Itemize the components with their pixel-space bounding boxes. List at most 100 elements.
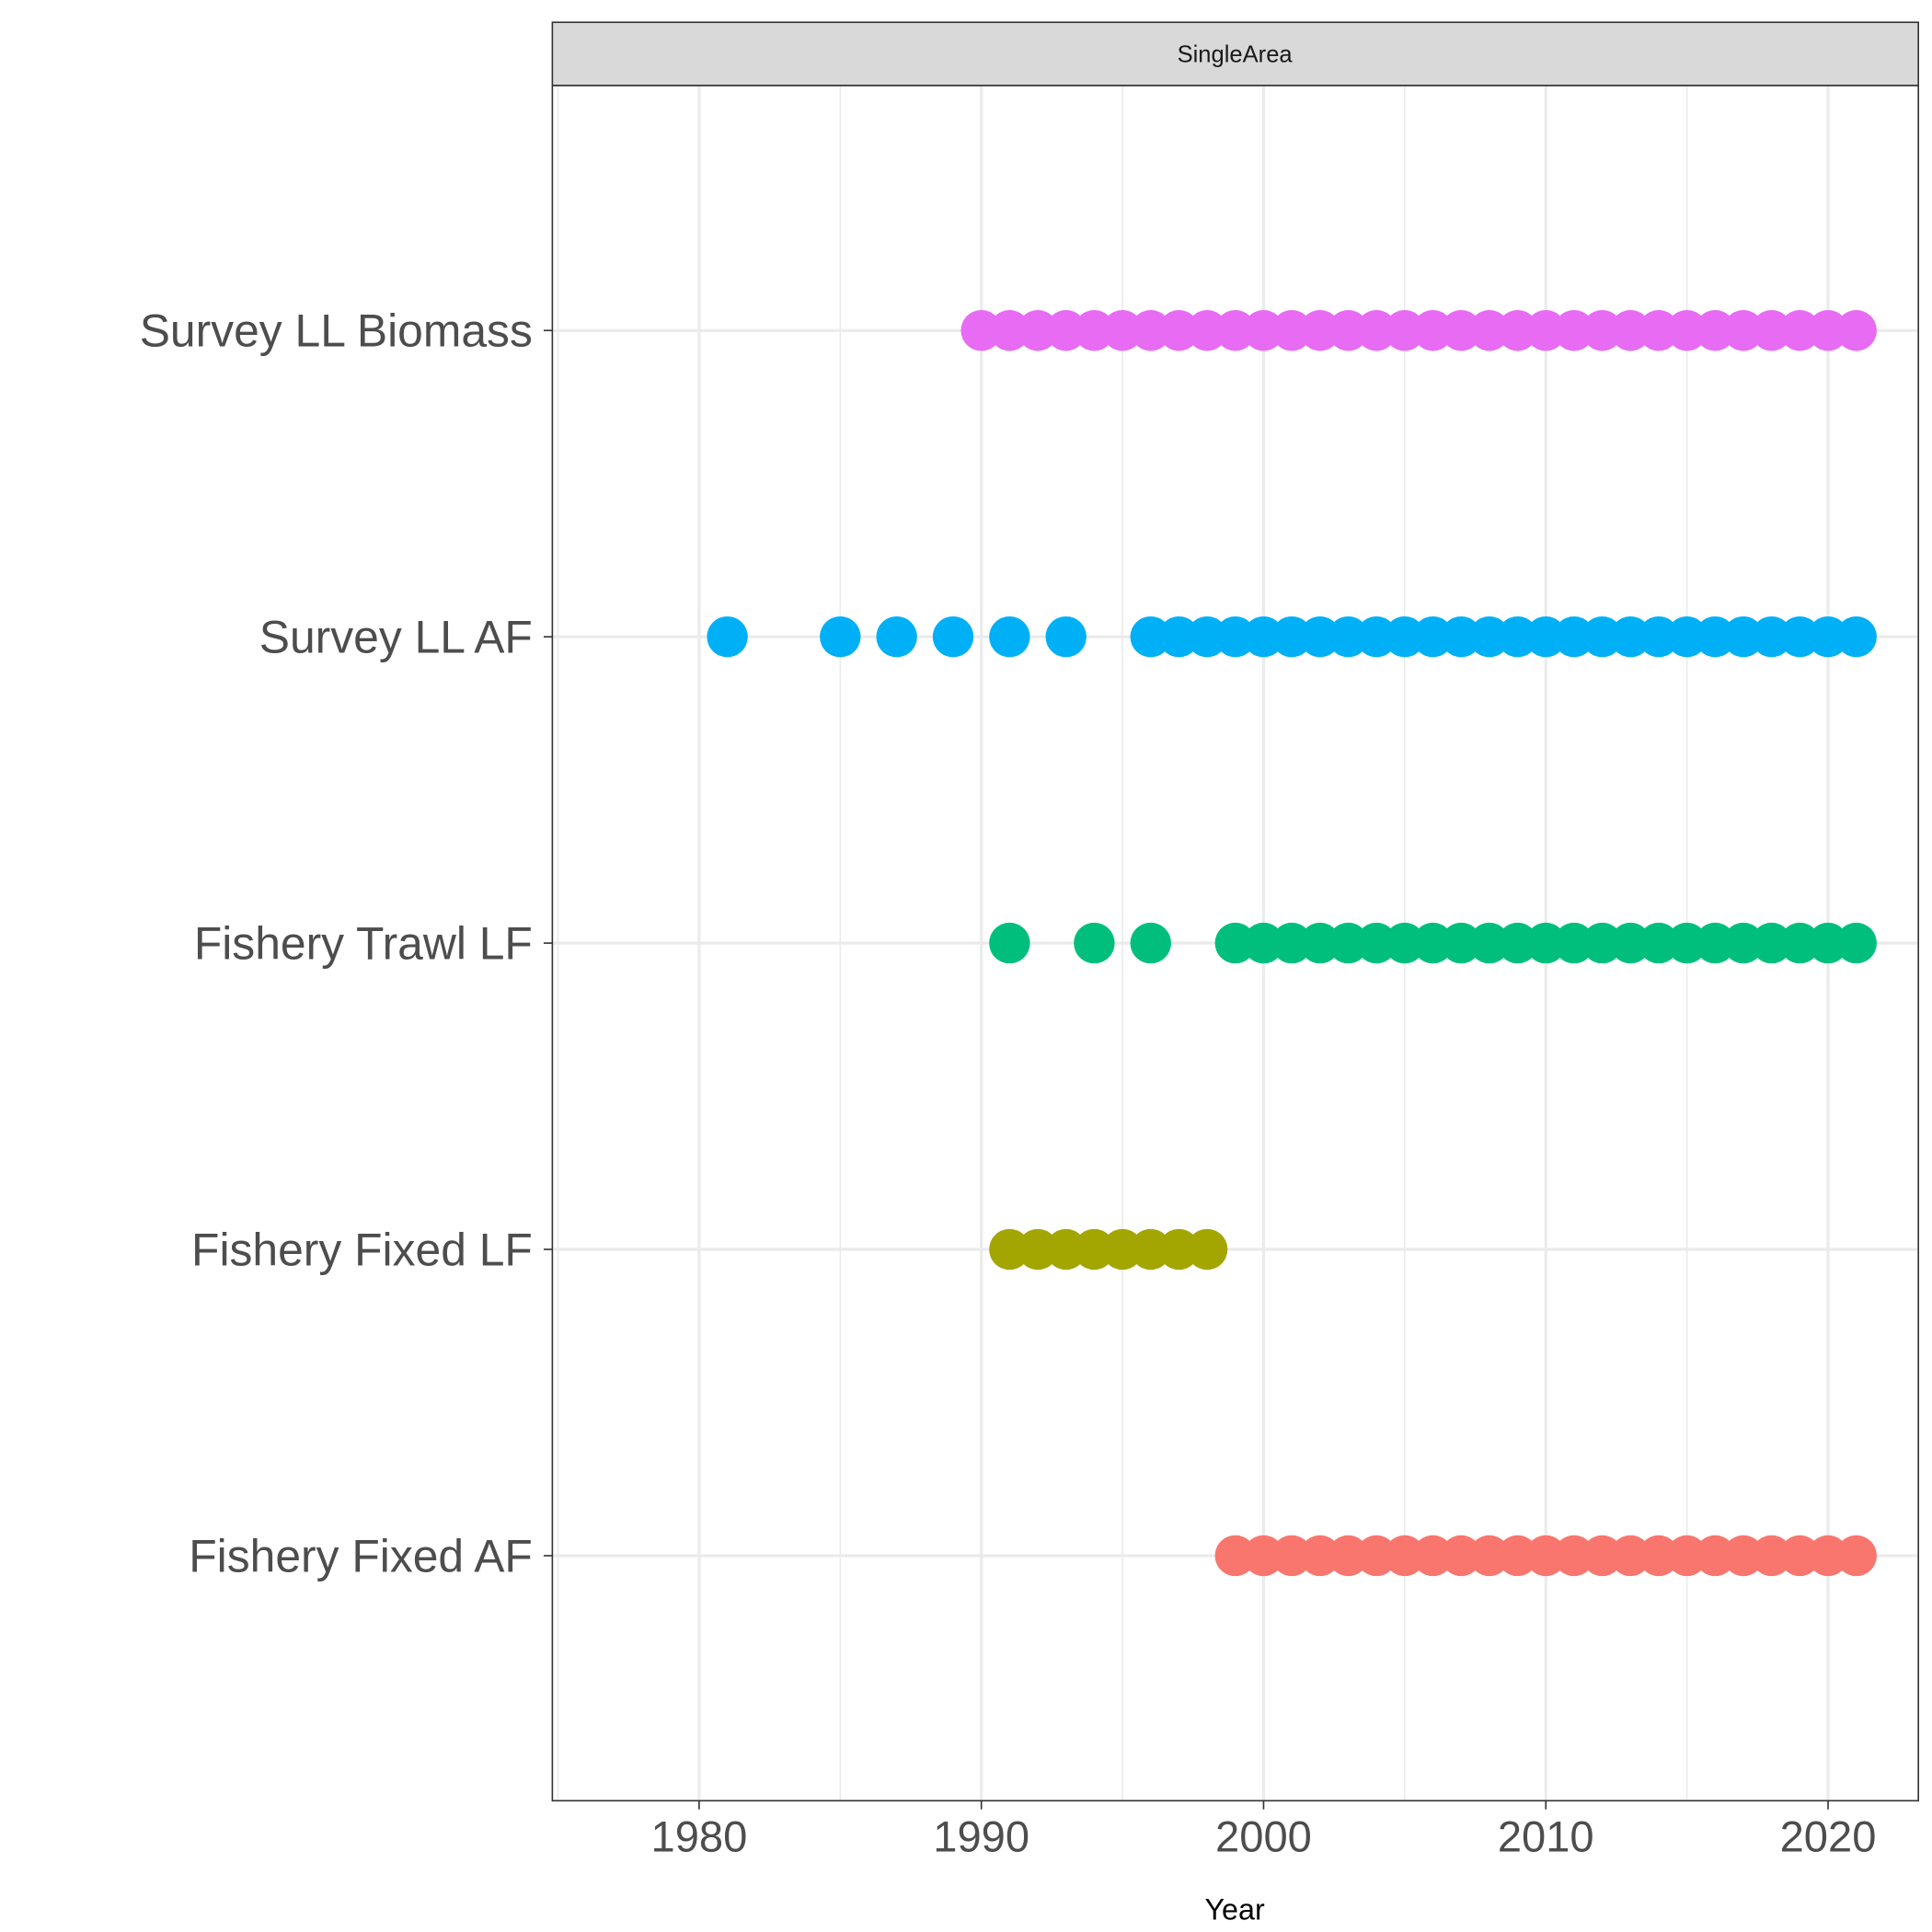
data-point [1017,1228,1059,1271]
data-point [1666,615,1708,658]
data-point [1101,310,1144,351]
data-point [1412,922,1454,964]
data-point [989,615,1030,658]
x-tick-label: 1990 [933,1812,1029,1861]
data-point [1581,310,1623,351]
data-point [1468,1535,1511,1577]
data-point [989,310,1030,351]
data-point [932,615,974,658]
data-point [989,922,1030,964]
data-point [1045,1228,1087,1271]
data-point [1328,310,1369,351]
data-point [1299,310,1341,351]
data-point [1751,615,1792,658]
data-point [1214,310,1256,351]
data-point [1581,1535,1623,1577]
data-point [1243,310,1284,351]
data-point [1807,922,1849,964]
y-tick-label: Survey LL Biomass [140,305,533,357]
data-point [1553,615,1595,658]
data-point [1779,1535,1821,1577]
data-point [1271,922,1313,964]
data-point [1384,1535,1426,1577]
x-tick-label: 2010 [1498,1812,1594,1861]
data-point [1355,922,1397,964]
data-point [1638,1535,1680,1577]
data-point [1497,310,1538,351]
data-point [1695,1535,1736,1577]
data-point [1807,310,1849,351]
data-point [1581,922,1623,964]
data-point [1666,1535,1708,1577]
data-point [1214,1535,1256,1577]
data-point [1779,615,1821,658]
x-tick-label: 1980 [651,1812,748,1861]
data-point [1328,1535,1369,1577]
data-point [1497,615,1538,658]
points [707,310,1877,1577]
data-point [1271,615,1313,658]
data-point [1130,922,1171,964]
data-point [1440,310,1482,351]
data-point [1074,1228,1115,1271]
data-point [1328,922,1369,964]
data-point [1355,615,1397,658]
data-point [1130,1228,1171,1271]
data-point [1074,310,1115,351]
data-point [1638,922,1680,964]
data-point [1243,1535,1284,1577]
data-point [1722,1535,1765,1577]
data-point [1440,615,1482,658]
data-point [1412,615,1454,658]
data-point [1751,1535,1792,1577]
axes: 1980 1990 2000 2010 2020 Fishery Fixed AF Fish… [140,305,1877,1861]
data-point [1666,310,1708,351]
data-point [1695,615,1736,658]
data-point [1186,615,1228,658]
data-point [1468,922,1511,964]
data-point [1525,922,1567,964]
data-point [1553,1535,1595,1577]
data-point [1186,310,1228,351]
data-point [1835,922,1877,964]
data-point [1553,922,1595,964]
data-point [707,615,748,658]
data-point [1666,922,1708,964]
data-point [1328,615,1369,658]
data-point [1299,615,1341,658]
data-point [1440,1535,1482,1577]
data-point [1468,615,1511,658]
data-point [1497,922,1538,964]
data-point [1610,922,1651,964]
data-point [1158,615,1200,658]
data-point [1722,615,1765,658]
data-point [1440,922,1482,964]
data-point [1807,1535,1849,1577]
data-point [1186,1228,1228,1271]
data-point [1779,310,1821,351]
data-point [1695,922,1736,964]
data-point [1638,310,1680,351]
data-point [820,615,861,658]
data-point [1553,310,1595,351]
data-point [1130,615,1171,658]
data-point [1214,922,1256,964]
data-point [1412,310,1454,351]
data-point [1751,922,1792,964]
data-point [1384,615,1426,658]
data-point [1299,1535,1341,1577]
data-point [876,615,917,658]
data-point [1045,615,1087,658]
y-tick-label: Fishery Trawl LF [194,918,533,970]
x-tick-label: 2020 [1780,1812,1877,1861]
x-axis-title: Year [1204,1893,1265,1926]
data-point [960,310,1002,351]
y-tick-label: Fishery Fixed LF [191,1225,533,1276]
data-point [1074,922,1115,964]
data-point [1525,1535,1567,1577]
y-tick-label: Fishery Fixed AF [189,1530,533,1581]
data-point [1779,922,1821,964]
facet-strip [551,21,1919,86]
y-tick-label: Survey LL AF [259,612,533,663]
